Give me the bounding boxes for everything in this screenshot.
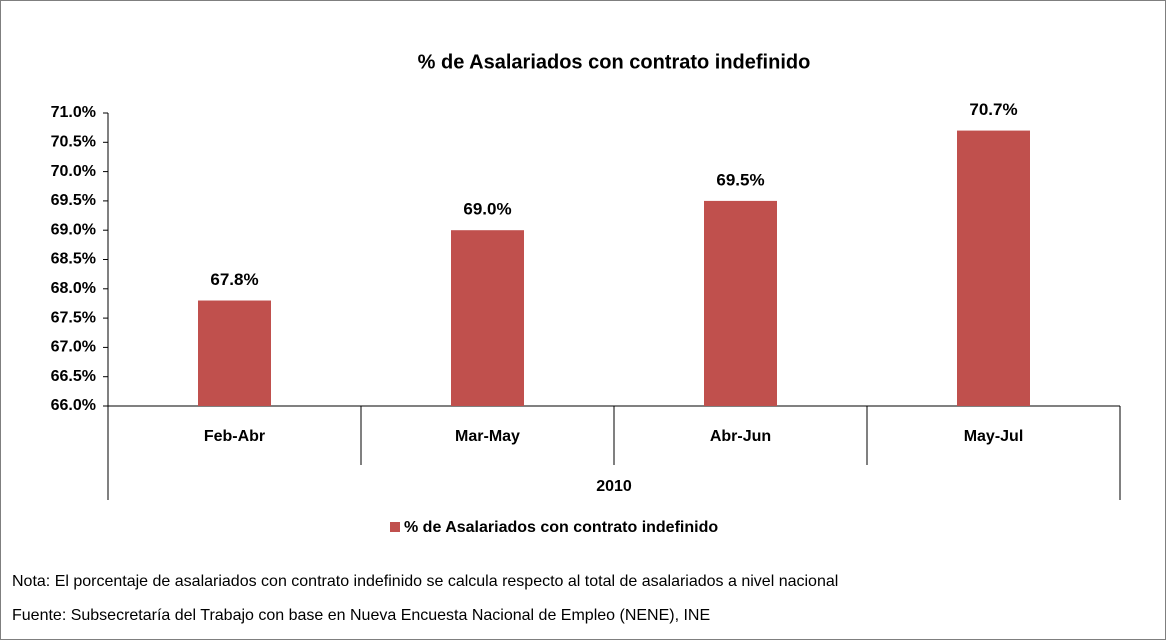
y-tick-label: 67.5% (51, 309, 96, 326)
legend-swatch (390, 522, 400, 532)
x-tick-label: Feb-Abr (204, 428, 265, 445)
y-tick-label: 69.5% (51, 192, 96, 209)
y-tick-label: 66.5% (51, 368, 96, 385)
y-tick-label: 67.0% (51, 339, 96, 356)
data-label: 69.5% (716, 170, 764, 189)
bar (957, 130, 1030, 406)
group-label: 2010 (596, 478, 632, 495)
y-tick-label: 68.5% (51, 251, 96, 268)
y-tick-label: 69.0% (51, 221, 96, 238)
y-tick-label: 68.0% (51, 280, 96, 297)
y-tick-label: 70.5% (51, 134, 96, 151)
chart-title: % de Asalariados con contrato indefinido (418, 51, 811, 73)
y-tick-label: 66.0% (51, 397, 96, 414)
legend-label: % de Asalariados con contrato indefinido (404, 519, 718, 536)
data-label: 69.0% (463, 200, 511, 219)
x-tick-label: Mar-May (455, 428, 520, 445)
data-label: 70.7% (969, 100, 1017, 119)
note: Nota: El porcentaje de asalariados con c… (12, 573, 838, 590)
source: Fuente: Subsecretaría del Trabajo con ba… (12, 607, 710, 624)
y-tick-label: 70.0% (51, 163, 96, 180)
y-tick-label: 71.0% (51, 104, 96, 121)
x-tick-label: May-Jul (964, 428, 1024, 445)
bar (704, 200, 777, 406)
data-label: 67.8% (210, 270, 258, 289)
bar (451, 230, 524, 406)
x-tick-label: Abr-Jun (710, 428, 771, 445)
bar (198, 300, 271, 406)
